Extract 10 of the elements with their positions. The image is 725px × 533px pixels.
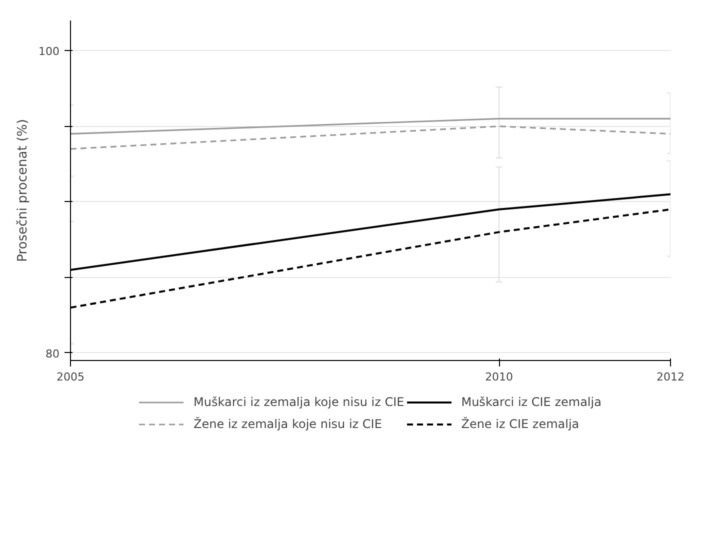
- x-tick-label: 2010: [485, 370, 514, 384]
- x-tick-label: 2012: [656, 370, 685, 384]
- legend-label: Žene iz zemalja koje nisu iz CIE: [194, 417, 382, 431]
- legend-label: Žene iz CIE zemalja: [461, 417, 580, 431]
- legend-label: Muškarci iz CIE zemalja: [461, 395, 602, 409]
- y-tick-label: 80: [46, 347, 60, 360]
- y-tick-label: 100: [38, 45, 60, 58]
- x-tick-label: 2005: [56, 370, 85, 384]
- y-axis-title: Prosečni procenat (%): [16, 119, 31, 262]
- legend-label: Muškarci iz zemalja koje nisu iz CIE: [194, 395, 404, 409]
